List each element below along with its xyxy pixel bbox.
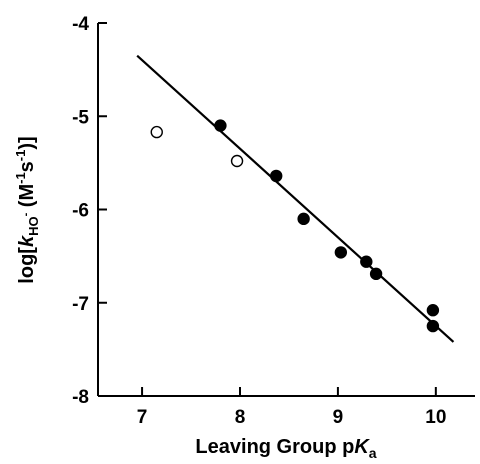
x-tick-label-2: 9 [333, 407, 344, 428]
tick-labels: 7 8 9 10 -4 -5 -6 -7 -8 [72, 14, 446, 428]
filled-point-3 [334, 246, 348, 259]
y-tick-label-0: -4 [72, 14, 89, 35]
y-axis-title-ksub-sign: - [20, 212, 32, 216]
x-axis-title-italic: K [354, 436, 370, 458]
y-axis-title: log[kHO- (M-1s-1)] [13, 136, 41, 283]
open-point-0 [150, 125, 163, 139]
filled-point-2 [297, 212, 310, 226]
filled-point-1 [270, 169, 283, 183]
ticks [98, 22, 437, 397]
filled-point-4 [360, 255, 373, 268]
x-tick-label-3: 10 [425, 407, 446, 428]
y-axis-title-exp2: -1 [13, 150, 28, 162]
filled-point-5 [369, 267, 383, 281]
data-points [150, 119, 440, 333]
y-axis-title-k: k [16, 235, 38, 247]
y-axis-title-unit-open: (M [16, 184, 38, 213]
x-axis-title-main: Leaving Group p [195, 436, 354, 458]
open-point-1 [230, 154, 244, 168]
fit-line-group [136, 54, 455, 343]
y-axis-title-s: s [16, 161, 38, 172]
y-tick-label-1: -5 [72, 107, 89, 128]
x-tick-label-1: 8 [235, 407, 246, 428]
filled-point-7 [426, 319, 440, 333]
fit-line [136, 54, 455, 343]
y-tick-label-3: -7 [72, 294, 89, 315]
x-axis-title-sub: a [369, 445, 377, 461]
y-tick-label-2: -6 [72, 201, 89, 222]
x-tick-label-0: 7 [137, 407, 148, 428]
y-axis-title-prefix: log[ [16, 247, 38, 284]
y-axis-title-close: )] [16, 136, 38, 149]
y-axis-title-exp1: -1 [13, 172, 28, 184]
y-tick-label-4: -8 [72, 387, 89, 408]
x-axis-title: Leaving Group pKa [195, 436, 376, 461]
filled-point-6 [426, 304, 440, 317]
filled-point-0 [214, 119, 227, 132]
y-axis-title-ksub: HO [26, 216, 41, 236]
